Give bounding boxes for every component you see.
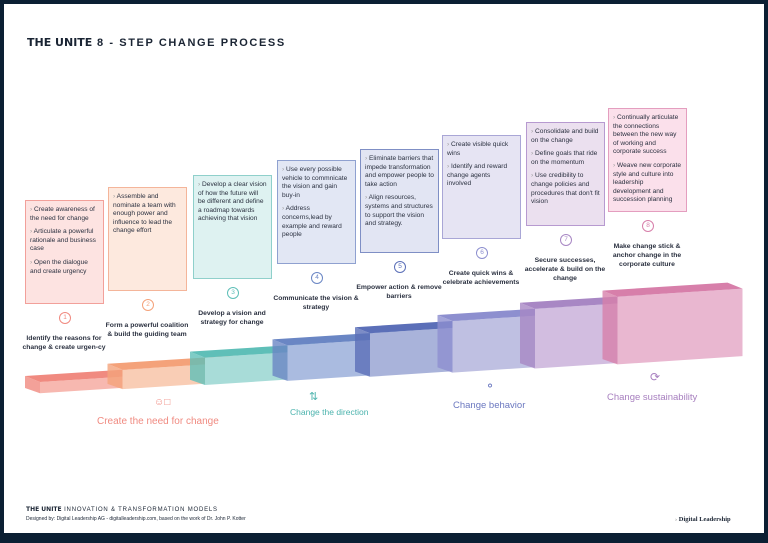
direction-arrows-icon: ⇅ — [309, 391, 319, 403]
company-logo: › Digital Leadership — [675, 516, 731, 523]
step-bullet: Define goals that ride on the momentum — [531, 150, 600, 167]
step-number: 6 — [476, 247, 488, 259]
step-number: 4 — [311, 272, 323, 284]
phase-label: Create the need for change — [97, 416, 219, 427]
step-bullet: Address concerns,lead by example and rew… — [282, 205, 351, 239]
step-bullet: Eliminate barriers that impede transform… — [365, 155, 434, 189]
step-card-8: Continually articulate the connections b… — [608, 108, 687, 212]
phase-change-sustainability: Change sustainability — [607, 392, 697, 403]
step-bullet: Weave new corporate style and culture in… — [613, 162, 682, 205]
step-side-5 — [355, 327, 370, 377]
head-icon: ⚬ — [485, 379, 496, 393]
step-title: Form a powerful coalition & build the gu… — [105, 322, 189, 338]
step-card-4: Use every possible vehicle to commnicate… — [277, 160, 356, 264]
step-front-8 — [617, 288, 743, 365]
phase-change-behavior: Change behavior — [453, 400, 525, 411]
step-top-8 — [602, 282, 743, 297]
step-bullet: Align resources, systems and structures … — [365, 194, 434, 228]
footer-logo: THE UNITE — [26, 506, 62, 513]
step-bullet: Continually articulate the connections b… — [613, 114, 682, 157]
step-bullet: Consolidate and build on the change — [531, 128, 600, 145]
step-bullet: Articulate a powerful rationale and busi… — [30, 228, 99, 254]
step-side-3 — [190, 351, 205, 385]
step-bullet: Use credibility to change policies and p… — [531, 172, 600, 206]
company-name: Digital Leadership — [678, 516, 731, 523]
phase-create-need: Create the need for change — [97, 416, 219, 427]
step-side-6 — [437, 315, 453, 373]
step-bullet: Open the dialogue and create urgency — [30, 259, 99, 276]
step-bullet: Develop a clear vision of how the future… — [198, 181, 267, 224]
step-title: Create quick wins & celebrate achievemen… — [442, 270, 520, 286]
phase-label: Change behavior — [453, 400, 526, 411]
step-card-3: Develop a clear vision of how the future… — [193, 175, 272, 279]
step-number: 2 — [142, 299, 154, 311]
step-card-5: Eliminate barriers that impede transform… — [360, 149, 439, 253]
footer-credit: Designed by: Digital Leadership AG - dig… — [26, 516, 246, 522]
step-title: Secure successes, accelerate & build on … — [524, 257, 606, 282]
step-card-6: Create visible quick wins Identify and re… — [442, 135, 521, 239]
step-title: Identify the reasons for change & create… — [22, 335, 106, 351]
step-side-4 — [272, 339, 288, 381]
chevron-icon: › — [675, 516, 679, 523]
step-card-2: Assemble and nominate a team with enough… — [108, 187, 187, 291]
step-number: 8 — [642, 220, 654, 232]
page-title: THE UNITE 8 - STEP CHANGE PROCESS — [27, 36, 286, 49]
staircase — [25, 282, 743, 394]
step-title: Develop a vision and strategy for change — [198, 310, 266, 326]
step-bullet: Assemble and nominate a team with enough… — [113, 193, 182, 236]
phase-label: Change the direction — [290, 407, 369, 417]
step-title: Make change stick & anchor change in the… — [612, 243, 682, 268]
brand-logo: THE UNITE — [27, 36, 93, 49]
phase-label: Change sustainability — [607, 392, 698, 403]
step-number: 7 — [560, 234, 572, 246]
cycle-icon: ⟳ — [650, 370, 661, 384]
step-number: 5 — [394, 261, 406, 273]
phase-change-direction: Change the direction — [290, 407, 368, 417]
page: THE UNITE 8 - STEP CHANGE PROCESS Create… — [4, 4, 764, 533]
title-text: 8 - STEP CHANGE PROCESS — [96, 37, 286, 49]
step-number: 1 — [59, 312, 71, 324]
step-side-7 — [520, 302, 535, 369]
step-title: Communicate the vision & strategy — [273, 295, 359, 311]
people-icon: ☺□ — [154, 397, 171, 408]
step-bullet: Create awareness of the need for change — [30, 206, 99, 223]
step-bullet: Identify and reward change agents involv… — [447, 163, 516, 189]
step-bullet: Use every possible vehicle to commnicate… — [282, 166, 351, 200]
step-card-1: Create awareness of the need for change A… — [25, 200, 104, 304]
step-side-2 — [107, 363, 123, 390]
step-bullet: Create visible quick wins — [447, 141, 516, 158]
step-side-1 — [25, 376, 40, 394]
step-number: 3 — [227, 287, 239, 299]
footer-models: INNOVATION & TRANSFORMATION MODELS — [64, 507, 218, 513]
step-side-8 — [602, 290, 618, 365]
footer-brand: THE UNITE INNOVATION & TRANSFORMATION MO… — [26, 506, 218, 513]
step-title: Empower action & remove barriers — [356, 284, 442, 300]
step-card-7: Consolidate and build on the change Defin… — [526, 122, 605, 226]
